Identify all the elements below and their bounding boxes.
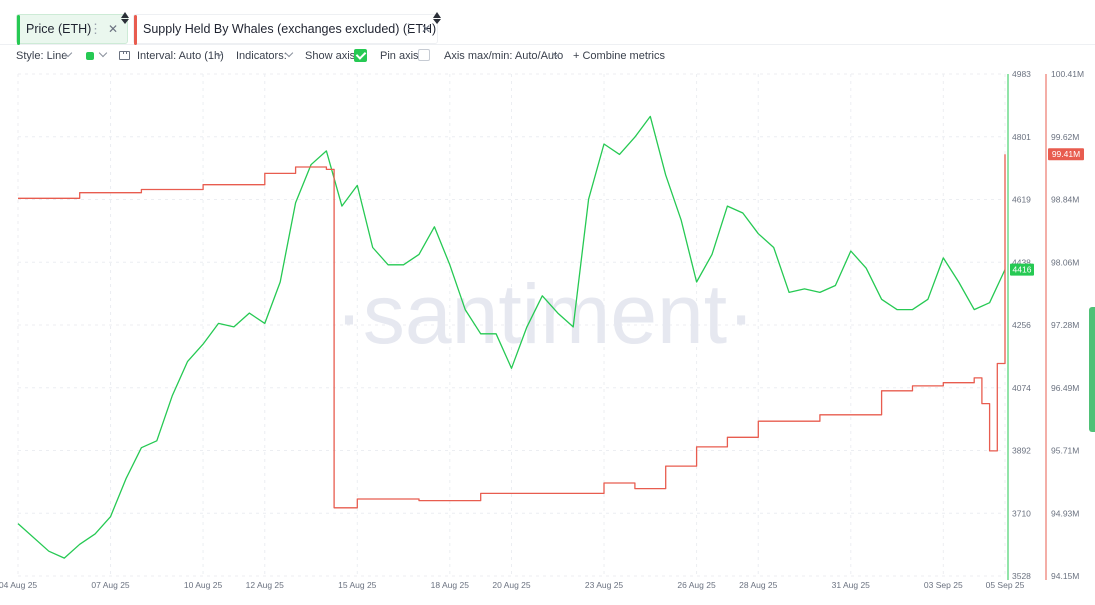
chart-canvas[interactable]: ·santiment· 4983 4801 4619 4438 4256 4074 3892 3… xyxy=(0,68,1095,600)
chart-toolbar: Style: Line Interval: Auto (1h) Indicato… xyxy=(0,46,1095,68)
price-axis-tick: 3892 xyxy=(1012,446,1031,456)
whales-current-value: 99.41M xyxy=(1052,149,1080,159)
price-axis-tick: 4983 xyxy=(1012,69,1031,79)
x-axis-tick: 10 Aug 25 xyxy=(184,580,223,590)
price-series-line xyxy=(17,115,1006,559)
calendar-icon xyxy=(119,51,130,60)
more-vertical-icon[interactable]: ⋮ xyxy=(89,21,102,36)
price-current-badge xyxy=(1010,263,1034,276)
price-axis-tick: 4438 xyxy=(1012,257,1031,267)
close-icon[interactable]: ✕ xyxy=(421,22,432,36)
price-axis-tick: 4074 xyxy=(1012,383,1031,393)
x-axis-tick: 23 Aug 25 xyxy=(585,580,624,590)
metric-tab-whales[interactable]: Supply Held By Whales (exchanges exclude… xyxy=(133,14,438,45)
whales-current-badge xyxy=(1048,148,1084,161)
whales-series-line xyxy=(18,154,1006,509)
show-axis-checkbox[interactable] xyxy=(354,49,367,62)
chevron-down-icon[interactable] xyxy=(98,48,108,58)
metric-color-bar xyxy=(134,15,137,45)
whales-axis-tick: 95.71M xyxy=(1051,446,1079,456)
combine-metrics-button[interactable]: + Combine metrics xyxy=(573,50,666,62)
whales-axis-tick: 99.62M xyxy=(1051,132,1079,142)
watermark: ·santiment· xyxy=(335,267,755,361)
x-axis-tick: 05 Sep 25 xyxy=(986,580,1025,590)
style-dropdown[interactable]: Style: Line xyxy=(16,50,68,62)
metric-tab-price[interactable]: Price (ETH) ⋮ ✕ xyxy=(16,14,128,45)
x-axis-tick: 28 Aug 25 xyxy=(739,580,778,590)
whales-axis-tick: 100.41M xyxy=(1051,69,1084,79)
metric-label: Supply Held By Whales (exchanges exclude… xyxy=(143,22,437,36)
price-current-value: 4416 xyxy=(1013,265,1032,275)
x-axis-tick: 04 Aug 25 xyxy=(0,580,37,590)
side-panel-handle[interactable] xyxy=(1089,307,1095,432)
price-axis-tick: 3710 xyxy=(1012,508,1031,518)
price-axis-tick: 4256 xyxy=(1012,320,1031,330)
x-axis-tick: 18 Aug 25 xyxy=(431,580,470,590)
whales-axis-tick: 96.49M xyxy=(1051,383,1079,393)
pin-axis-label: Pin axis xyxy=(380,50,419,62)
metric-color-bar xyxy=(17,15,20,45)
whales-axis-tick: 94.93M xyxy=(1051,508,1079,518)
price-axis-tick: 3528 xyxy=(1012,571,1031,581)
x-axis-tick: 03 Sep 25 xyxy=(924,580,963,590)
x-axis-tick: 12 Aug 25 xyxy=(246,580,285,590)
whales-axis-tick: 94.15M xyxy=(1051,571,1079,581)
metric-label: Price (ETH) xyxy=(26,22,92,36)
metrics-bar: Price (ETH) ⋮ ✕ Supply Held By Whales (e… xyxy=(0,0,1095,45)
more-vertical-icon[interactable]: ⋮ xyxy=(402,21,415,36)
x-axis-tick: 20 Aug 25 xyxy=(492,580,531,590)
show-axis-label: Show axis xyxy=(305,50,356,62)
indicators-dropdown[interactable]: Indicators: xyxy=(236,50,287,62)
whales-axis-tick: 98.84M xyxy=(1051,195,1079,205)
axis-minmax-dropdown[interactable]: Axis max/min: Auto/Auto xyxy=(444,50,564,62)
whales-axis-tick: 98.06M xyxy=(1051,257,1079,267)
close-icon[interactable]: ✕ xyxy=(108,22,119,36)
x-axis-tick: 31 Aug 25 xyxy=(832,580,871,590)
x-axis-tick: 07 Aug 25 xyxy=(91,580,130,590)
color-swatch[interactable] xyxy=(86,52,94,60)
pin-axis-checkbox[interactable] xyxy=(418,49,430,61)
price-axis-tick: 4801 xyxy=(1012,132,1031,142)
price-axis-tick: 4619 xyxy=(1012,195,1031,205)
whales-axis-tick: 97.28M xyxy=(1051,320,1079,330)
chart-area[interactable]: ·santiment· 4983 4801 4619 4438 4256 4074 3892 3… xyxy=(0,68,1095,600)
x-axis-tick: 15 Aug 25 xyxy=(338,580,377,590)
interval-dropdown[interactable]: Interval: Auto (1h) xyxy=(137,50,224,62)
x-axis-tick: 26 Aug 25 xyxy=(677,580,716,590)
